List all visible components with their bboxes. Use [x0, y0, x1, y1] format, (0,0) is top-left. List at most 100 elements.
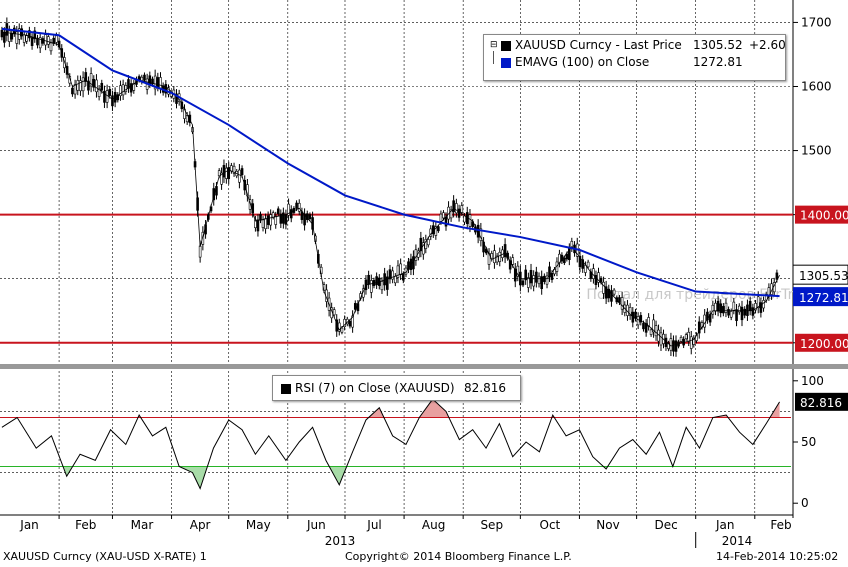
rsi-legend: RSI (7) on Close (XAUUSD) 82.816: [272, 375, 521, 401]
candle-body: [266, 215, 270, 225]
ema-price-tag-label: 1272.81: [799, 291, 848, 305]
candle-body: [287, 203, 290, 216]
candle-body: [524, 269, 527, 281]
candle-body: [388, 269, 392, 280]
candle-body: [548, 266, 551, 278]
candle-body: [351, 315, 354, 328]
candle-body: [222, 165, 226, 178]
x-tick-label: Jan: [19, 518, 39, 532]
candle-body: [399, 263, 402, 275]
candle-body: [297, 202, 301, 212]
candle-body: [442, 212, 445, 219]
candle-body: [612, 289, 616, 295]
candle-body: [684, 334, 688, 340]
x-tick-label: May: [246, 518, 271, 532]
candle-body: [414, 249, 418, 261]
candle-body: [732, 301, 736, 311]
candle-body: [111, 95, 114, 107]
candle-body: [396, 265, 400, 278]
candle-body: [97, 88, 101, 97]
candle-body: [79, 80, 82, 92]
x-tick-label: Apr: [190, 518, 211, 532]
y-tick-label: 1600: [801, 79, 832, 93]
ema-price-tag: [793, 287, 848, 307]
level-tag: [795, 333, 848, 352]
footer-copyright: Copyright© 2014 Bloomberg Finance L.P.: [345, 550, 572, 563]
last-price-tag: [792, 264, 848, 285]
legend-swatch-price: [501, 41, 511, 51]
candle-body: [642, 323, 645, 330]
candle-body: [565, 253, 569, 260]
candle-body: [452, 200, 455, 213]
candle-body: [274, 215, 278, 225]
candle-body: [76, 80, 80, 91]
candle-body: [100, 82, 104, 91]
candle-body: [692, 337, 696, 345]
candle-body: [124, 85, 128, 92]
candle-body: [754, 303, 757, 311]
legend-label-price: XAUUSD Curncy - Last Price: [515, 38, 682, 52]
x-tick-label: Aug: [422, 518, 445, 532]
candle-body: [468, 214, 472, 227]
rsi-overbought-fill: [1, 399, 780, 418]
candle-body: [498, 251, 502, 262]
candle-body: [672, 340, 675, 352]
legend-value-price: 1305.52: [693, 38, 743, 52]
candle-body: [729, 311, 733, 318]
candle-body: [659, 332, 663, 346]
candle-body: [716, 300, 720, 312]
watermark: Портал для трейдеров ForTrader.ru: [586, 287, 843, 303]
candle-body: [20, 28, 24, 37]
x-tick-label: Feb: [770, 518, 791, 532]
level-tag-label: 1400.00: [800, 209, 848, 223]
candle-body: [689, 336, 693, 349]
candle-body: [353, 303, 357, 310]
candle-body: [759, 302, 763, 313]
candle-body: [25, 35, 28, 42]
legend-label-ema: EMAVG (100) on Close: [515, 55, 650, 69]
candle-body: [159, 77, 162, 89]
candle-body: [303, 213, 306, 226]
x-tick-label: Nov: [596, 518, 619, 532]
footer-ticker: XAUUSD Curncy (XAU-USD X-RATE) 1: [3, 550, 207, 563]
candle-body: [217, 170, 221, 177]
candle-body: [332, 309, 336, 316]
candle-body: [279, 213, 283, 224]
candle-body: [127, 79, 130, 89]
candle-body: [308, 214, 312, 220]
candle-body: [513, 268, 517, 282]
candle-body: [103, 90, 106, 103]
x-tick-label: Jul: [366, 518, 381, 532]
y-tick-label: 100: [801, 374, 824, 388]
candle-body: [649, 329, 653, 335]
candle-body: [201, 231, 205, 245]
candle-body: [756, 296, 760, 309]
candle-body: [516, 265, 520, 277]
candle-body: [402, 273, 405, 281]
level-tag: [795, 205, 848, 224]
rsi-value-tag: [795, 392, 848, 411]
price-legend: ⊟ XAUUSD Curncy - Last Price 1305.52 +2.…: [483, 34, 786, 81]
candle-body: [652, 319, 655, 333]
candle-body: [639, 315, 643, 323]
candle-body: [386, 276, 389, 290]
candle-body: [108, 89, 112, 96]
candle-body: [735, 309, 738, 321]
candle-body: [602, 281, 605, 294]
candle-body: [412, 256, 415, 270]
panel-separator: [0, 364, 848, 369]
candle-body: [52, 37, 55, 44]
candle-body: [545, 275, 549, 285]
candle-body: [38, 37, 42, 49]
candle-body: [225, 167, 228, 179]
candle-body: [89, 73, 93, 87]
candle-body: [156, 77, 160, 87]
candle-body: [737, 305, 741, 313]
x-tick-label: Sep: [480, 518, 503, 532]
candle-body: [727, 309, 730, 316]
candle-body: [751, 307, 755, 316]
legend-label-rsi: RSI (7) on Close (XAUUSD): [295, 381, 455, 395]
candle-body: [129, 83, 133, 93]
candle-body: [261, 219, 265, 228]
candle-body: [198, 245, 202, 258]
